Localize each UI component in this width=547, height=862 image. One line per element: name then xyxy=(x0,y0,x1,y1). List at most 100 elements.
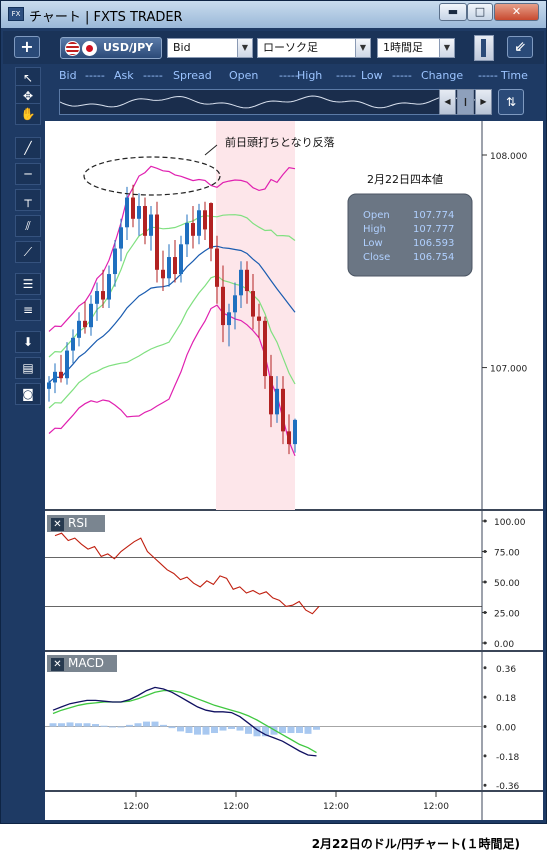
candle-body xyxy=(53,371,57,383)
callout-arrow xyxy=(204,144,218,156)
macd-histogram-bar xyxy=(75,723,82,727)
candle-body xyxy=(155,214,159,270)
macd-histogram-bar xyxy=(245,726,252,734)
macd-histogram-bar xyxy=(262,726,269,737)
macd-histogram-bar xyxy=(134,723,142,727)
macd-histogram-bar xyxy=(100,725,108,727)
upper-band-2sigma xyxy=(48,165,296,332)
camera-icon[interactable]: ◙ xyxy=(15,383,41,405)
candle-body xyxy=(137,206,141,219)
macd-tick-label: 0.18 xyxy=(496,694,516,704)
rsi-line xyxy=(54,532,320,615)
macd-tick-dot xyxy=(483,754,487,758)
macd-label: MACD xyxy=(68,656,104,670)
candle-body xyxy=(101,291,105,300)
macd-histogram-bar xyxy=(92,724,99,727)
macd-histogram-bar xyxy=(177,726,184,732)
macd-histogram-bar xyxy=(279,726,286,734)
minimize-button[interactable]: ▬ xyxy=(439,3,467,21)
timeframe-select[interactable]: 1時間足 ▼ xyxy=(377,38,455,58)
macd-histogram-bar xyxy=(296,726,303,734)
crosshair-tool-icon[interactable]: ✥ xyxy=(15,85,41,107)
navigator-settings-icon[interactable]: ⇅ xyxy=(498,89,524,115)
quote-placeholder: ----- xyxy=(279,69,299,82)
candle-body xyxy=(131,197,135,219)
candle-body xyxy=(275,388,279,415)
candle-body xyxy=(65,350,69,379)
candle-body xyxy=(83,320,87,328)
macd-histogram-bar xyxy=(287,726,295,734)
navigator-controls: ◀ ❙ ▶ xyxy=(439,89,492,115)
chart-canvas[interactable]: 108.000 107.000 前日頭打ちとなり反落 2月22日四本値 Open 107.… xyxy=(45,121,543,820)
add-chart-button[interactable]: + xyxy=(14,36,40,58)
candle-body xyxy=(143,206,147,236)
middle-band xyxy=(48,245,296,383)
maximize-button[interactable]: □ xyxy=(467,3,493,21)
navigator-handle[interactable]: ❙ xyxy=(457,89,474,115)
macd-tick-label: 0.36 xyxy=(496,665,516,675)
candle-body xyxy=(263,320,267,377)
close-icon[interactable]: ✕ xyxy=(51,658,64,671)
rsi-tick-label: 25.00 xyxy=(494,610,520,620)
time-tick-label: 12:00 xyxy=(423,802,449,812)
trendline-icon[interactable]: ╱ xyxy=(15,137,41,159)
candle-body xyxy=(293,419,297,445)
list-icon[interactable]: ▤ xyxy=(15,357,41,379)
macd-tick-label: 0.00 xyxy=(496,724,516,734)
macd-histogram-bar xyxy=(143,721,150,727)
navigator-right-button[interactable]: ▶ xyxy=(475,89,492,115)
candle-body xyxy=(119,227,123,249)
candle-body xyxy=(107,274,111,300)
channel-icon[interactable]: ⟋ xyxy=(15,241,41,263)
macd-histogram-bar xyxy=(117,726,125,728)
download-icon[interactable]: ⬇ xyxy=(15,331,41,353)
candle-body xyxy=(71,337,75,351)
chart-type-select[interactable]: ローソク足 ▼ xyxy=(257,38,371,58)
candle-body xyxy=(197,210,201,236)
macd-tick-dot xyxy=(483,725,487,728)
hand-tool-icon[interactable]: ✋ xyxy=(15,103,41,125)
title-bar[interactable]: FX チャート | FXTS TRADER ▬ □ ✕ xyxy=(1,1,546,28)
vertical-line-icon[interactable]: ⫽ xyxy=(15,215,41,237)
chart-navigator[interactable] xyxy=(59,89,491,115)
expand-button[interactable]: ⇙ xyxy=(507,36,533,58)
navigator-left-button[interactable]: ◀ xyxy=(439,89,456,115)
close-icon[interactable]: ✕ xyxy=(51,518,64,531)
time-tick-label: 12:00 xyxy=(323,802,349,812)
quote-header-bid: Bid xyxy=(59,69,77,82)
candle-body xyxy=(269,376,273,415)
ohlc-value: 106.593 xyxy=(413,238,454,249)
us-flag-icon xyxy=(65,41,80,56)
macd-signal-line xyxy=(52,689,317,754)
quote-placeholder: ----- xyxy=(478,69,498,82)
symbol-label: USD/JPY xyxy=(103,41,154,54)
rsi-tick-label: 50.00 xyxy=(494,579,520,589)
macd-histogram-bar xyxy=(194,726,201,735)
candle-body xyxy=(47,382,51,389)
navigator-line xyxy=(60,95,490,109)
macd-histogram-bar xyxy=(168,726,176,729)
quote-placeholder: ----- xyxy=(336,69,356,82)
close-button[interactable]: ✕ xyxy=(494,3,539,21)
macd-panel-tag: ✕ MACD xyxy=(47,655,117,672)
macd-histogram-bar xyxy=(270,726,278,735)
candle-body xyxy=(233,295,237,313)
line-icon[interactable]: ─ xyxy=(15,163,41,185)
quote-header-open: Open xyxy=(229,69,259,82)
macd-histogram-bar xyxy=(160,724,167,727)
candle-body xyxy=(185,223,189,245)
macd-histogram-bar xyxy=(49,723,57,727)
candle-body xyxy=(239,269,243,296)
macd-histogram-bar xyxy=(66,722,74,727)
price-type-select[interactable]: Bid ▼ xyxy=(167,38,253,58)
candle-body xyxy=(245,269,249,292)
toolbar-scroll-button[interactable] xyxy=(474,35,494,61)
fibonacci-icon[interactable]: ≡ xyxy=(15,299,41,321)
horizontal-line-icon[interactable]: ┬ xyxy=(15,189,41,211)
symbol-selector[interactable]: USD/JPY xyxy=(60,37,162,59)
fan-icon[interactable]: ☰ xyxy=(15,273,41,295)
macd-histogram-bar xyxy=(83,723,91,727)
candle-body xyxy=(125,197,129,228)
macd-tick-dot xyxy=(483,783,487,787)
macd-histogram-bar xyxy=(126,724,133,727)
